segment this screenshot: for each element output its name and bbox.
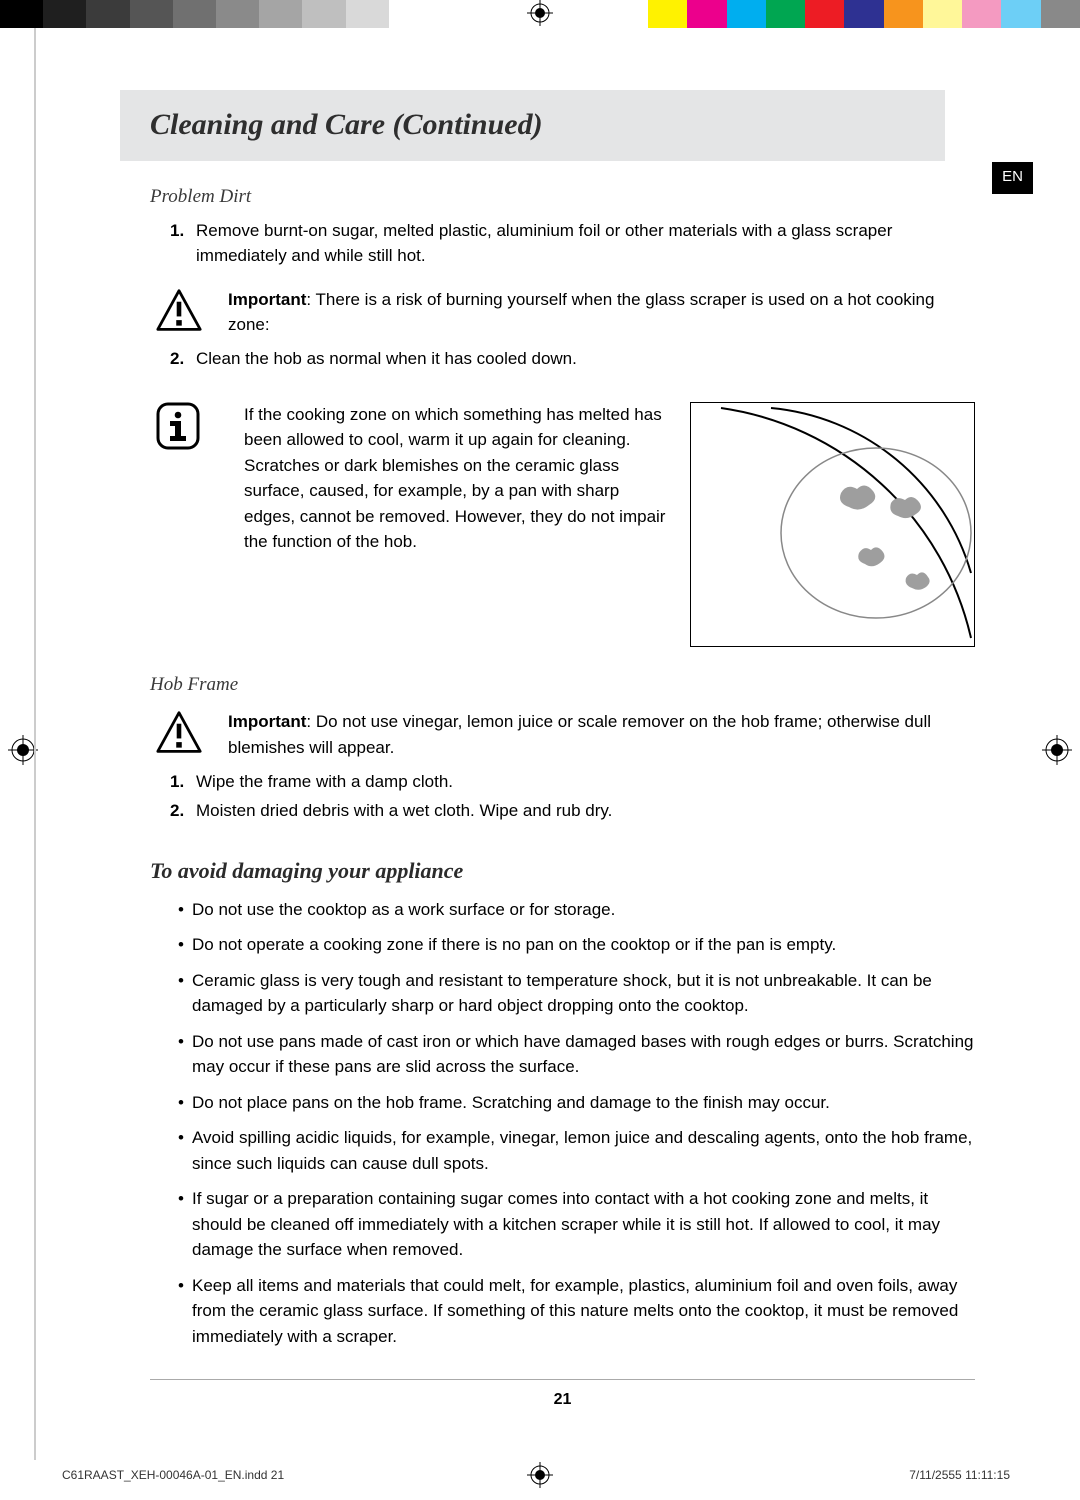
list-text: Clean the hob as normal when it has cool… [196,346,975,372]
gray-swatch [173,0,216,28]
warning-text: Important: Do not use vinegar, lemon jui… [228,709,975,760]
subhead-avoid-damage: To avoid damaging your appliance [150,854,975,887]
bullet-dot: • [178,1273,192,1350]
color-swatch [962,0,1001,28]
bullet-text: Keep all items and materials that could … [192,1273,975,1350]
bullet-text: Do not place pans on the hob frame. Scra… [192,1090,975,1116]
color-swatch [923,0,962,28]
bullet-list: • Do not use the cooktop as a work surfa… [150,897,975,1350]
info-text: If the cooking zone on which something h… [244,402,674,555]
warning-triangle-icon [156,287,202,333]
color-swatch [648,0,687,28]
bullet-dot: • [178,932,192,958]
subhead-problem-dirt: Problem Dirt [150,183,975,212]
gray-swatch [0,0,43,28]
list-item: 1. Wipe the frame with a damp cloth. [150,769,975,795]
page-title: Cleaning and Care (Continued) [120,90,945,161]
warning-block: Important: There is a risk of burning yo… [150,287,975,341]
list-item: • Avoid spilling acidic liquids, for exa… [150,1125,975,1176]
gray-swatch [302,0,345,28]
hob-illustration [690,402,975,647]
info-paragraph: If the cooking zone on which something h… [244,402,668,453]
gray-swatch [43,0,86,28]
list-number: 2. [170,798,196,824]
list-number: 2. [170,346,196,372]
list-number: 1. [170,218,196,269]
list-item: 2. Clean the hob as normal when it has c… [150,346,975,372]
registration-mark-bottom-icon [527,1462,553,1488]
bullet-text: Do not use pans made of cast iron or whi… [192,1029,975,1080]
gray-swatch [130,0,173,28]
page-number: 21 [150,1388,975,1412]
important-label: Important [228,712,306,731]
list-item: • Do not place pans on the hob frame. Sc… [150,1090,975,1116]
footer-timestamp: 7/11/2555 11:11:15 [909,1466,1010,1484]
footer-rule [150,1379,975,1380]
info-block: If the cooking zone on which something h… [150,402,975,647]
list-item: 1. Remove burnt-on sugar, melted plastic… [150,218,975,269]
bullet-text: Ceramic glass is very tough and resistan… [192,968,975,1019]
color-swatch [766,0,805,28]
bullet-text: If sugar or a preparation containing sug… [192,1186,975,1263]
subhead-hob-frame: Hob Frame [150,671,975,700]
list-item: • Keep all items and materials that coul… [150,1273,975,1350]
important-body: : Do not use vinegar, lemon juice or sca… [228,712,931,757]
list-item: • Do not operate a cooking zone if there… [150,932,975,958]
list-problem-dirt-b: 2. Clean the hob as normal when it has c… [150,346,975,372]
list-text: Remove burnt-on sugar, melted plastic, a… [196,218,975,269]
color-swatch [1041,0,1080,28]
gray-swatch [259,0,302,28]
color-swatch [727,0,766,28]
color-swatch [884,0,923,28]
warning-triangle-icon [156,709,202,755]
list-text: Moisten dried debris with a wet cloth. W… [196,798,975,824]
info-icon [156,402,200,450]
color-swatch [1001,0,1040,28]
list-item: • Ceramic glass is very tough and resist… [150,968,975,1019]
bullet-dot: • [178,968,192,1019]
list-item: • Do not use pans made of cast iron or w… [150,1029,975,1080]
bullet-text: Avoid spilling acidic liquids, for examp… [192,1125,975,1176]
important-label: Important [228,290,306,309]
gray-swatch [86,0,129,28]
gray-swatch [346,0,389,28]
warning-block: Important: Do not use vinegar, lemon jui… [150,709,975,763]
list-text: Wipe the frame with a damp cloth. [196,769,975,795]
list-item: 2. Moisten dried debris with a wet cloth… [150,798,975,824]
bullet-dot: • [178,897,192,923]
warning-text: Important: There is a risk of burning yo… [228,287,975,338]
registration-mark-right-icon [1042,735,1072,765]
bullet-dot: • [178,1186,192,1263]
info-paragraph: Scratches or dark blemishes on the ceram… [244,453,668,555]
list-hob-frame: 1. Wipe the frame with a damp cloth. 2. … [150,769,975,824]
gray-swatch [216,0,259,28]
gray-swatch [389,0,432,28]
important-body: : There is a risk of burning yourself wh… [228,290,934,335]
bullet-dot: • [178,1029,192,1080]
language-tag: EN [992,162,1033,194]
list-problem-dirt-a: 1. Remove burnt-on sugar, melted plastic… [150,218,975,269]
color-swatch [687,0,726,28]
color-swatch [805,0,844,28]
color-swatch [844,0,883,28]
list-item: • If sugar or a preparation containing s… [150,1186,975,1263]
bleed-edge-line [34,28,36,1460]
page-content: Cleaning and Care (Continued) EN Problem… [150,90,975,1412]
bullet-dot: • [178,1090,192,1116]
bullet-text: Do not use the cooktop as a work surface… [192,897,975,923]
footer-file-slug: C61RAAST_XEH-00046A-01_EN.indd 21 [62,1466,284,1484]
list-number: 1. [170,769,196,795]
bullet-dot: • [178,1125,192,1176]
registration-mark-top-icon [527,0,553,26]
bullet-text: Do not operate a cooking zone if there i… [192,932,975,958]
list-item: • Do not use the cooktop as a work surfa… [150,897,975,923]
